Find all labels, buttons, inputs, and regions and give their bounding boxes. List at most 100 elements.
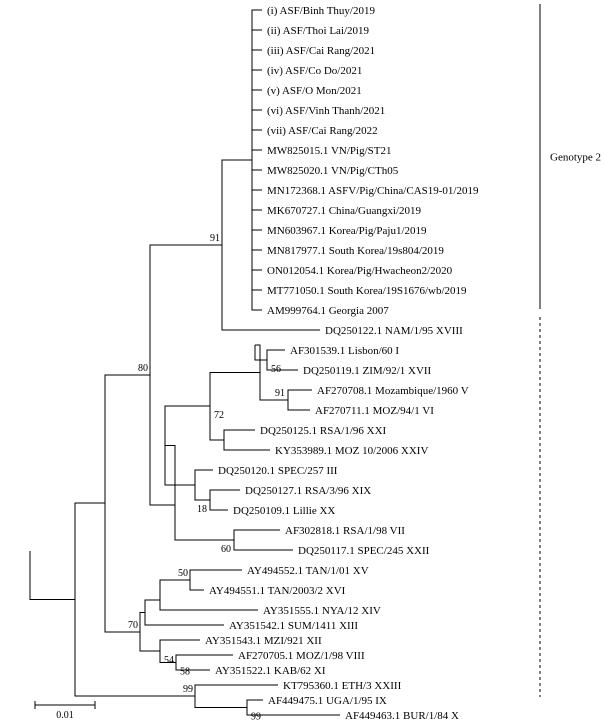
tree-edge — [105, 375, 150, 503]
tree-edge — [165, 446, 195, 486]
scale-bar: 0.01 — [35, 701, 95, 721]
taxon-label: AF449463.1 BUR/1/84 X — [345, 710, 459, 722]
bootstrap-value: 91 — [210, 233, 220, 244]
tree-edge — [252, 160, 262, 210]
taxon-label: MW825015.1 VN/Pig/ST21 — [267, 145, 391, 157]
taxon-label: MN817977.1 South Korea/19s804/2019 — [267, 245, 444, 257]
taxon-label: DQ250119.1 ZIM/92/1 XVII — [303, 365, 432, 377]
genotype2-label: Genotype 2 — [550, 152, 601, 164]
taxon-label: (vii) ASF/Cai Rang/2022 — [267, 125, 378, 137]
taxon-label: AY351555.1 NYA/12 XIV — [263, 605, 381, 617]
tree-edge — [195, 685, 278, 696]
tree-edge — [224, 430, 255, 440]
tree-edge — [222, 160, 252, 245]
tree-edge — [176, 655, 233, 663]
bootstrap-value: 50 — [178, 568, 188, 579]
tree-edge — [145, 600, 160, 613]
tree-edge — [210, 490, 240, 500]
taxon-label: AF270708.1 Mozambique/1960 V — [317, 385, 469, 397]
tree-edge — [160, 580, 190, 600]
scale-bar-label: 0.01 — [56, 710, 74, 721]
taxon-label: AF301539.1 Lisbon/60 I — [290, 345, 399, 357]
tree-edge — [252, 150, 262, 160]
bootstrap-value: 58 — [180, 667, 190, 678]
bootstrap-value: 80 — [138, 363, 148, 374]
bootstrap-value: 99 — [251, 712, 261, 723]
tree-edge — [165, 446, 175, 506]
tree-edge — [210, 373, 260, 407]
tree-edge — [252, 160, 262, 250]
tree-edge — [288, 400, 310, 410]
tree-edge — [75, 600, 195, 697]
tree-edge — [247, 700, 263, 708]
taxon-label: DQ250120.1 SPEC/257 III — [218, 465, 338, 477]
taxon-label: MK670727.1 China/Guangxi/2019 — [267, 205, 421, 217]
bootstrap-value: 60 — [221, 544, 231, 555]
tree-edge — [160, 640, 200, 651]
taxon-label: AY494551.1 TAN/2003/2 XVI — [209, 585, 346, 597]
tree-edge — [150, 245, 222, 375]
taxon-label: AY351522.1 KAB/62 XI — [215, 665, 326, 677]
tree-edge — [252, 160, 262, 170]
taxon-label: AF270705.1 MOZ/1/98 VIII — [238, 650, 365, 662]
taxon-label: MT771050.1 South Korea/19S1676/wb/2019 — [267, 285, 467, 297]
taxon-label: MW825020.1 VN/Pig/CTh05 — [267, 165, 399, 177]
bootstrap-value: 70 — [128, 620, 138, 631]
tree-edge — [160, 600, 258, 610]
tree-edge — [165, 406, 210, 446]
taxon-label: (v) ASF/O Mon/2021 — [267, 85, 362, 97]
taxon-label: DQ250117.1 SPEC/245 XXII — [298, 545, 430, 557]
tree-edge — [252, 50, 262, 160]
tree-edge — [252, 70, 262, 160]
tree-edge — [234, 530, 280, 540]
taxon-label: MN603967.1 Korea/Pig/Paju1/2019 — [267, 225, 427, 237]
tree-edge — [140, 613, 145, 633]
tree-edge — [145, 613, 224, 626]
tree-edge — [195, 470, 213, 485]
taxon-label: MN172368.1 ASFV/Pig/China/CAS19-01/2019 — [267, 185, 479, 197]
taxon-label: KT795360.1 ETH/3 XXIII — [283, 680, 402, 692]
taxon-label: AM999764.1 Georgia 2007 — [267, 305, 389, 317]
tree-edge — [190, 580, 204, 590]
taxon-label: ON012054.1 Korea/Pig/Hwacheon2/2020 — [267, 265, 453, 277]
taxon-label: DQ250109.1 Lillie XX — [233, 505, 335, 517]
taxon-label: (ii) ASF/Thoi Lai/2019 — [267, 25, 370, 37]
tree-edge — [195, 485, 210, 500]
taxon-label: (vi) ASF/Vinh Thanh/2021 — [267, 105, 385, 117]
tree-edge — [234, 540, 293, 550]
taxon-label: (i) ASF/Binh Thuy/2019 — [267, 5, 375, 17]
tree-edge — [190, 570, 242, 580]
tree-edge — [288, 390, 312, 400]
tree-edge — [267, 350, 285, 360]
taxon-label: (iii) ASF/Cai Rang/2021 — [267, 45, 375, 57]
taxon-label: DQ250125.1 RSA/1/96 XXI — [260, 425, 387, 437]
tree-edge — [105, 503, 140, 632]
taxon-label: AY351543.1 MZI/921 XII — [205, 635, 322, 647]
taxon-label: AY351542.1 SUM/1411 XIII — [229, 620, 358, 632]
taxon-label: KY353989.1 MOZ 10/2006 XXIV — [275, 445, 428, 457]
bootstrap-value: 99 — [183, 684, 193, 695]
bootstrap-value: 56 — [271, 364, 281, 375]
tree-edge — [30, 551, 75, 600]
taxon-labels: (i) ASF/Binh Thuy/2019 (ii) ASF/Thoi Lai/… — [205, 5, 479, 722]
taxon-label: AF270711.1 MOZ/94/1 VI — [315, 405, 434, 417]
taxon-label: AF302818.1 RSA/1/98 VII — [285, 525, 405, 537]
tree-edge — [224, 440, 270, 450]
bootstrap-value: 18 — [197, 504, 207, 515]
tree-edge — [140, 632, 160, 651]
taxon-label: AY494552.1 TAN/1/01 XV — [247, 565, 369, 577]
bootstrap-value: 72 — [214, 410, 224, 421]
taxon-label: (iv) ASF/Co Do/2021 — [267, 65, 362, 77]
clade-brackets: Genotype 2 — [540, 4, 601, 697]
tree-edge — [252, 130, 262, 160]
tree-edge — [252, 110, 262, 160]
tree-edge — [210, 500, 228, 510]
taxon-label: DQ250122.1 NAM/1/95 XVIII — [325, 325, 463, 337]
phylogenetic-tree: (i) ASF/Binh Thuy/2019 (ii) ASF/Thoi Lai/… — [0, 0, 604, 725]
tree-edge — [252, 160, 262, 310]
tree-edge — [252, 160, 262, 190]
tree-edge — [255, 345, 267, 360]
tree-edge — [195, 696, 247, 708]
bootstrap-value: 54 — [164, 655, 174, 666]
taxon-label: DQ250127.1 RSA/3/96 XIX — [245, 485, 371, 497]
